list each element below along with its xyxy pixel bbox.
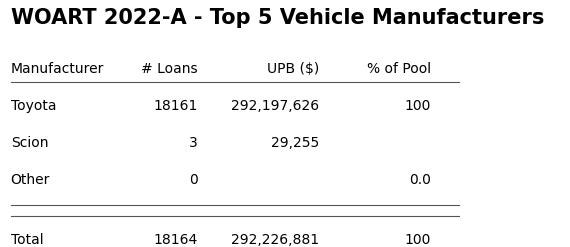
Text: Other: Other: [11, 173, 50, 187]
Text: # Loans: # Loans: [141, 62, 197, 76]
Text: WOART 2022-A - Top 5 Vehicle Manufacturers: WOART 2022-A - Top 5 Vehicle Manufacture…: [11, 8, 544, 28]
Text: Scion: Scion: [11, 136, 48, 150]
Text: 0.0: 0.0: [409, 173, 431, 187]
Text: Toyota: Toyota: [11, 99, 56, 113]
Text: 292,197,626: 292,197,626: [231, 99, 319, 113]
Text: UPB ($): UPB ($): [267, 62, 319, 76]
Text: 100: 100: [405, 233, 431, 247]
Text: % of Pool: % of Pool: [367, 62, 431, 76]
Text: 18164: 18164: [153, 233, 197, 247]
Text: 0: 0: [189, 173, 197, 187]
Text: Manufacturer: Manufacturer: [11, 62, 104, 76]
Text: 292,226,881: 292,226,881: [231, 233, 319, 247]
Text: 18161: 18161: [153, 99, 197, 113]
Text: Total: Total: [11, 233, 43, 247]
Text: 29,255: 29,255: [271, 136, 319, 150]
Text: 3: 3: [189, 136, 197, 150]
Text: 100: 100: [405, 99, 431, 113]
